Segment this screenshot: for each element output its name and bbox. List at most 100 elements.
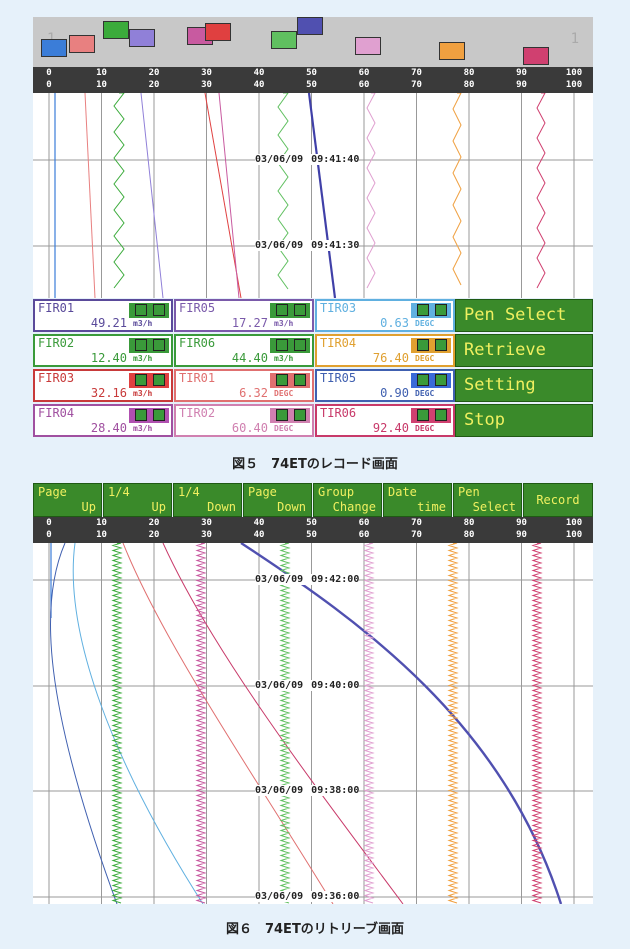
- tag-unit: m3/h: [274, 319, 294, 328]
- trend-tir01: [122, 543, 334, 904]
- tag-alarm-indicator: [153, 339, 165, 351]
- tag-unit: m3/h: [133, 424, 153, 433]
- tag-alarm-indicator: [435, 374, 447, 386]
- pen-indicator: [523, 47, 549, 65]
- scale-bottom-label: 30: [201, 530, 212, 540]
- scale-top-label: 40: [253, 518, 265, 528]
- scale-top-label: 50: [306, 68, 317, 78]
- tag-name: FIR03: [38, 371, 75, 385]
- scale-bottom-label: 30: [201, 80, 212, 90]
- tag-alarm-indicator: [153, 374, 165, 386]
- top-button-6[interactable]: Pen Select: [453, 483, 522, 517]
- button-pen-select[interactable]: Pen Select: [455, 299, 593, 332]
- tag-alarm-indicator: [417, 339, 429, 351]
- scale-bottom-label: 100: [565, 530, 583, 540]
- scale-top-label: 70: [411, 68, 422, 78]
- top-button-2[interactable]: 1/4 Down: [173, 483, 242, 517]
- top-button-4[interactable]: Group Change: [313, 483, 382, 517]
- scale-bottom-label: 90: [516, 530, 527, 540]
- top-button-5[interactable]: Date time: [383, 483, 452, 517]
- tag-name: TIR02: [179, 406, 216, 420]
- pen-indicator: [439, 42, 465, 60]
- top-button-label: Down: [277, 500, 306, 514]
- tag-box-fir06[interactable]: FIR06 44.40 m3/h: [174, 334, 314, 367]
- tag-box-fir03[interactable]: FIR03 32.16 m3/h: [33, 369, 173, 402]
- pen-indicator: [297, 17, 323, 35]
- trend-tir04: [452, 93, 462, 286]
- tag-value: 76.40: [372, 351, 409, 365]
- retrieve-timestamp: 03/06/09 09:38:00: [255, 785, 360, 796]
- retrieve-timestamp: 03/06/09 09:42:00: [255, 574, 360, 585]
- tag-name: TIR01: [179, 371, 216, 385]
- trend-tir03: [72, 543, 204, 904]
- pen-indicator: [129, 29, 155, 47]
- button-retrieve[interactable]: Retrieve: [455, 334, 593, 367]
- record-chart: 03/06/09 09:41:40 03/06/09 09:41:30: [33, 93, 593, 298]
- top-button-7[interactable]: Record: [523, 483, 593, 517]
- scale-top-label: 20: [148, 518, 160, 528]
- timestamp-time: 09:38:00: [311, 785, 360, 796]
- pen-indicator: [271, 31, 297, 49]
- scale-top-label: 10: [96, 518, 107, 528]
- tag-unit: DEGC: [415, 319, 435, 328]
- tag-box-fir05[interactable]: FIR05 17.27 m3/h: [174, 299, 314, 332]
- tag-box-tir02[interactable]: TIR02 60.40 DEGC: [174, 404, 314, 437]
- top-button-3[interactable]: Page Down: [243, 483, 312, 517]
- tag-value: 92.40: [372, 421, 409, 435]
- scale-bottom-label: 0: [46, 80, 52, 90]
- top-button-label: Pen: [458, 485, 480, 499]
- corner-right-number: 1: [570, 31, 579, 47]
- trend-tir04: [447, 543, 459, 904]
- tag-box-tir05[interactable]: TIR05 0.90 DEGC: [315, 369, 455, 402]
- scale-top-label: 0: [46, 518, 52, 528]
- tag-name: TIR04: [320, 336, 357, 350]
- tag-unit: m3/h: [133, 354, 153, 363]
- top-button-1[interactable]: 1/4 Up: [103, 483, 172, 517]
- button-stop[interactable]: Stop: [455, 404, 593, 437]
- scale-bottom-label: 70: [411, 530, 422, 540]
- tag-alarm-indicator: [294, 304, 306, 316]
- top-button-label: Select: [472, 500, 516, 514]
- button-setting[interactable]: Setting: [455, 369, 593, 402]
- tag-name: TIR03: [320, 301, 357, 315]
- scale-bottom-label: 80: [463, 530, 475, 540]
- tag-alarm-indicator: [417, 409, 429, 421]
- top-button-label: Up: [81, 500, 96, 514]
- tag-box-fir01[interactable]: FIR01 49.21 m3/h: [33, 299, 173, 332]
- tag-name: TIR05: [320, 371, 357, 385]
- timestamp-date: 03/06/09: [255, 574, 304, 585]
- retrieve-chart: 03/06/09 09:42:00 03/06/09 09:40:00 03/06/09…: [33, 543, 593, 904]
- top-button-0[interactable]: Page Up: [33, 483, 102, 517]
- tag-value: 6.32: [239, 386, 268, 400]
- timestamp-date: 03/06/09: [255, 891, 304, 902]
- tag-alarm-indicator: [435, 304, 447, 316]
- tag-box-tir03[interactable]: TIR03 0.63 DEGC: [315, 299, 455, 332]
- tag-box-tir04[interactable]: TIR04 76.40 DEGC: [315, 334, 455, 367]
- scale-top-label: 30: [201, 518, 212, 528]
- tag-alarm-indicator: [417, 304, 429, 316]
- tag-box-fir02[interactable]: FIR02 12.40 m3/h: [33, 334, 173, 367]
- tag-box-fir04[interactable]: FIR04 28.40 m3/h: [33, 404, 173, 437]
- top-button-label: Record: [536, 493, 580, 507]
- scale-bottom-label: 70: [411, 80, 422, 90]
- tag-box-tir01[interactable]: TIR01 6.32 DEGC: [174, 369, 314, 402]
- tag-name: FIR02: [38, 336, 75, 350]
- tag-name: FIR04: [38, 406, 75, 420]
- pen-indicator: [355, 37, 381, 55]
- tag-alarm-indicator: [417, 374, 429, 386]
- timestamp-time: 09:40:00: [311, 680, 360, 691]
- tag-alarm-indicator: [435, 339, 447, 351]
- scale-top-label: 20: [148, 68, 160, 78]
- scale-bottom-label: 90: [516, 80, 527, 90]
- tag-alarm-indicator: [294, 374, 306, 386]
- scale-top-label: 10: [96, 68, 107, 78]
- pen-indicator: [205, 23, 231, 41]
- tag-alarm-indicator: [153, 409, 165, 421]
- tag-alarm-indicator: [276, 339, 288, 351]
- retrieve-timestamp: 03/06/09 09:36:00: [255, 891, 360, 902]
- tag-alarm-indicator: [294, 339, 306, 351]
- tag-box-tir06[interactable]: TIR06 92.40 DEGC: [315, 404, 455, 437]
- scale-bottom-label: 40: [253, 80, 265, 90]
- pen-indicator: [41, 39, 67, 57]
- trend-tir01: [84, 93, 96, 298]
